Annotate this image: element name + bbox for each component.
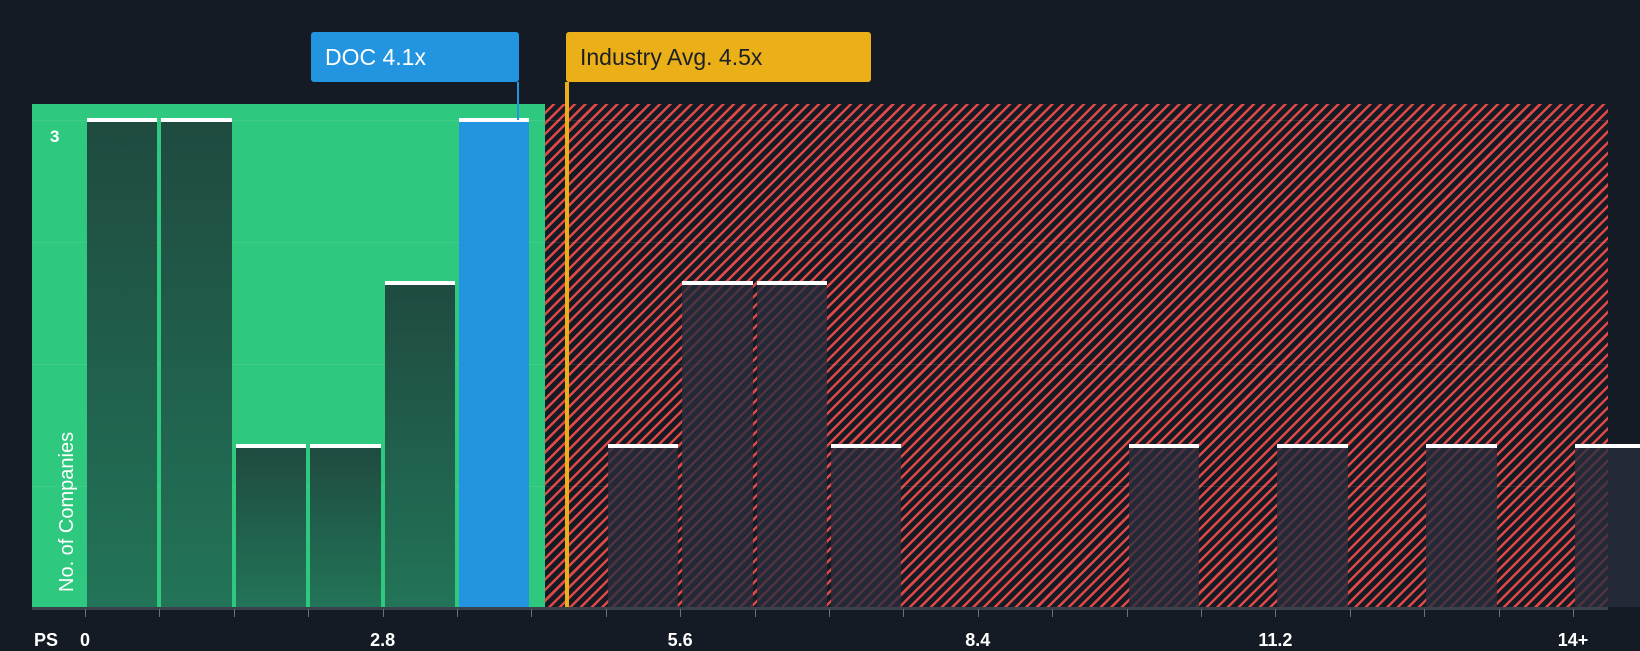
x-tick — [308, 609, 310, 617]
histogram-bar — [235, 444, 307, 607]
bar-cap — [607, 444, 679, 448]
x-tick — [85, 609, 86, 617]
histogram-bar — [87, 118, 158, 607]
bar-cap — [682, 281, 753, 285]
gridline — [32, 120, 1608, 121]
x-tick-label: 0 — [79, 630, 91, 650]
histogram-bar — [1128, 444, 1199, 607]
bar-cap — [756, 281, 827, 285]
x-tick — [977, 609, 979, 617]
x-tick-label: 8.4 — [965, 630, 991, 650]
x-tick — [680, 609, 682, 617]
bar-cap — [310, 444, 381, 448]
bar-cap — [831, 444, 902, 448]
bar-cap — [459, 118, 530, 122]
x-tick — [1424, 609, 1426, 617]
x-tick — [1275, 609, 1277, 617]
x-axis-line — [32, 607, 1608, 610]
histogram-bar — [1277, 444, 1348, 607]
histogram-bar — [756, 281, 827, 607]
x-tick — [1052, 609, 1054, 617]
y-axis-label: No. of Companies — [56, 431, 78, 592]
histogram-bar — [310, 444, 381, 607]
x-tick — [829, 609, 830, 617]
x-axis-prefix: PS — [34, 630, 59, 650]
histogram-bar — [682, 281, 753, 607]
industry-average-callout: Industry Avg. 4.5x — [566, 32, 871, 82]
company-bar — [459, 118, 530, 607]
bar-cap — [1575, 444, 1640, 448]
x-tick — [754, 609, 756, 617]
x-tick-label: 14+ — [1557, 630, 1589, 650]
bar-cap — [1277, 444, 1348, 448]
histogram-bar — [1575, 444, 1640, 607]
histogram-bar — [831, 444, 902, 607]
x-tick — [903, 609, 905, 617]
bar-cap — [384, 281, 455, 285]
histogram-bar — [607, 444, 679, 607]
bar-cap — [87, 118, 158, 122]
chart-plot-area — [32, 104, 1640, 607]
x-tick-label: 11.2 — [1258, 630, 1293, 650]
x-tick — [605, 609, 607, 617]
x-tick-label: 5.6 — [667, 630, 693, 650]
x-tick — [457, 609, 458, 617]
gridline — [32, 242, 1608, 243]
histogram-bar — [161, 118, 232, 607]
industry-average-line — [565, 82, 569, 607]
x-tick — [382, 609, 384, 617]
bar-cap — [1426, 444, 1497, 448]
company-callout: DOC 4.1x — [311, 32, 519, 82]
histogram-bar — [384, 281, 455, 607]
x-tick — [1573, 609, 1574, 617]
bar-cap — [235, 444, 307, 448]
company-pointer-line — [517, 82, 519, 120]
histogram-bar — [1426, 444, 1497, 607]
x-tick-label: 2.8 — [370, 630, 396, 650]
x-tick — [1201, 609, 1202, 617]
x-tick — [531, 609, 533, 617]
y-tick-3: 3 — [50, 127, 60, 146]
bar-cap — [161, 118, 232, 122]
x-tick — [159, 609, 161, 617]
x-tick — [233, 609, 235, 617]
x-tick — [1349, 609, 1351, 617]
bar-cap — [1128, 444, 1199, 448]
x-tick — [1126, 609, 1128, 617]
x-tick — [1498, 609, 1500, 617]
